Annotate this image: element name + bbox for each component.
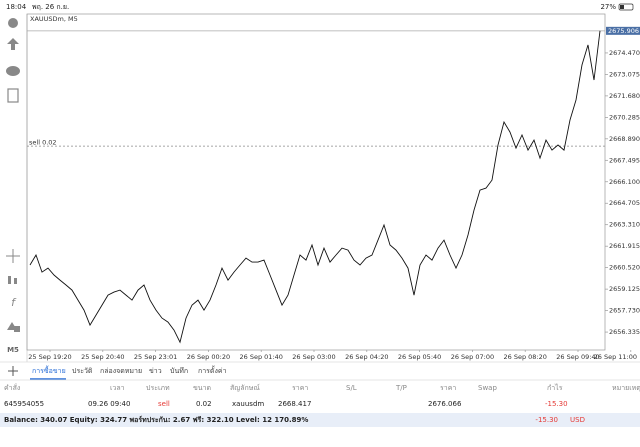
column-header: T/P	[395, 384, 407, 392]
x-tick-label: 26 Sep 09:40	[556, 353, 599, 361]
balance-currency: USD	[570, 416, 585, 424]
column-header: ราคา	[440, 384, 456, 392]
x-tick-label: 25 Sep 19:20	[28, 353, 71, 361]
left-toolbar: f	[6, 18, 20, 332]
icon-add-chart[interactable]	[7, 88, 19, 103]
icon-indicators[interactable]: f	[11, 296, 17, 309]
tab[interactable]: การตั้งค่า	[198, 364, 227, 375]
chart-symbol: XAUUSDm, M5	[30, 15, 78, 23]
icon-new-order[interactable]	[8, 366, 18, 376]
orders-table: คำสั่ง เวลา ประเภท ขนาด สัญลักษณ์ ราคา S/L T/P ร…	[4, 383, 640, 408]
y-tick-label: 2670.285	[609, 113, 640, 121]
table-cell: 2676.066	[428, 400, 462, 408]
table-cell: sell	[158, 400, 170, 408]
column-header: หมายเหตุ	[612, 384, 640, 392]
y-tick-label: 2667.495	[609, 156, 640, 164]
battery-level	[620, 5, 624, 9]
column-header: ราคา	[292, 384, 308, 392]
y-tick-label: 2673.075	[609, 70, 640, 78]
current-price-tag	[606, 26, 640, 35]
tab[interactable]: ข่าว	[149, 367, 162, 375]
x-tick-label: 26 Sep 11:00	[594, 353, 637, 361]
y-tick-label: 2668.890	[609, 135, 640, 143]
x-tick-label: 26 Sep 00:20	[187, 353, 230, 361]
status-time: 18:04	[6, 3, 27, 11]
column-header: ขนาด	[193, 384, 211, 392]
icon-chat[interactable]	[6, 66, 20, 76]
battery-icon	[618, 3, 634, 11]
x-tick-label: 26 Sep 07:00	[451, 353, 494, 361]
icon-user[interactable]	[8, 18, 18, 28]
icon-objects[interactable]	[7, 322, 20, 332]
y-tick-label: 2659.125	[609, 285, 640, 293]
y-tick-label: 2664.705	[609, 199, 640, 207]
y-tick-label: 2660.520	[609, 264, 640, 272]
current-price-label: 2675.906	[608, 27, 639, 35]
balance-text: Balance: 340.07 Equity: 324.77 พอร์ทประก…	[4, 415, 308, 424]
x-tick-label: 25 Sep 20:40	[81, 353, 124, 361]
status-date: พฤ. 26 ก.ย.	[32, 3, 69, 11]
table-cell: 0.02	[196, 400, 212, 408]
icon-candles-2	[14, 278, 17, 284]
x-tick-label: 26 Sep 05:40	[398, 353, 441, 361]
y-tick-label: 2657.730	[609, 307, 640, 315]
table-cell: 09.26 09:40	[88, 400, 130, 408]
column-header: สัญลักษณ์	[230, 384, 260, 392]
tab[interactable]: บันทึก	[170, 366, 188, 375]
table-cell: -15.30	[545, 400, 568, 408]
column-header: คำสั่ง	[4, 383, 20, 392]
column-header: เวลา	[110, 384, 125, 392]
plot: 2674.470 2673.075 2671.680 2670.285 2668.890…	[27, 26, 640, 361]
x-tick-label: 26 Sep 04:20	[345, 353, 388, 361]
y-tick-label: 2674.470	[609, 49, 640, 57]
x-tick-label: 26 Sep 01:40	[240, 353, 283, 361]
x-tick-label: 25 Sep 23:01	[134, 353, 177, 361]
icon-trade[interactable]	[7, 38, 19, 50]
icon-crosshair[interactable]	[6, 249, 20, 263]
y-tick-label: 2666.100	[609, 178, 640, 186]
timeframe[interactable]: M5	[7, 346, 19, 354]
x-tick-label: 26 Sep 08:20	[504, 353, 547, 361]
icon-candles[interactable]	[8, 276, 11, 284]
tab[interactable]: การซื้อขาย	[32, 364, 66, 375]
price-line	[29, 30, 601, 344]
column-header: S/L	[346, 384, 357, 392]
y-tick-label: 2656.335	[609, 328, 640, 336]
balance-profit: -15.30	[535, 416, 558, 424]
column-header: กำไร	[547, 383, 563, 392]
column-header: ประเภท	[146, 384, 170, 392]
table-cell: 645954055	[4, 400, 44, 408]
balance-bar	[0, 413, 640, 427]
table-cell: 2668.417	[278, 400, 311, 408]
tabs: การซื้อขาย ประวัติ กล่องจดหมาย ข่าว บันทึก กา…	[30, 364, 227, 380]
status-battery: 27%	[600, 3, 616, 11]
column-header: Swap	[478, 384, 497, 392]
x-tick-label: 26 Sep 03:00	[292, 353, 335, 361]
tab[interactable]: กล่องจดหมาย	[100, 367, 142, 375]
y-tick-label: 2671.680	[609, 92, 640, 100]
table-cell: xauusdm	[232, 400, 264, 408]
tab[interactable]: ประวัติ	[72, 367, 93, 375]
y-tick-label: 2663.310	[609, 221, 640, 229]
order-line-label: sell 0.02	[29, 139, 57, 147]
y-tick-label: 2661.915	[609, 242, 640, 250]
